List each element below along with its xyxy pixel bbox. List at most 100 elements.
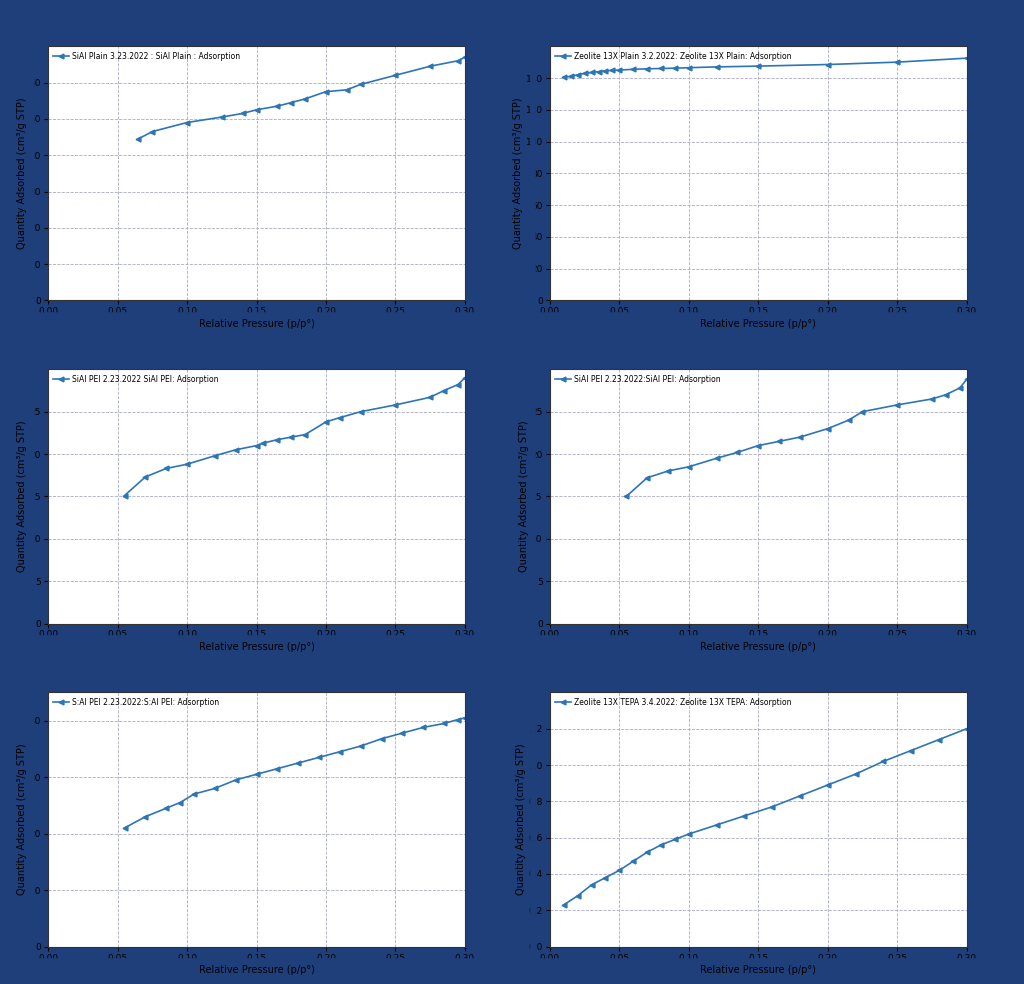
S:Al PEI 2.23.2022:S:Al PEI: Adsorption: (0.21, 34.5): Adsorption: (0.21, 34.5) — [334, 746, 346, 758]
Legend: SiAl Plain 3.23.2022 : SiAl Plain : Adsorption: SiAl Plain 3.23.2022 : SiAl Plain : Adso… — [52, 50, 242, 62]
Zeolite 13X Plain 3.2.2022: Zeolite 13X Plain: Adsorption: (0.05, 145): Zeolite 13X Plain: Adsorption: (0.05, 14… — [613, 64, 626, 76]
Zeolite 13X Plain 3.2.2022: Zeolite 13X Plain: Adsorption: (0.01, 140): Zeolite 13X Plain: Adsorption: (0.01, 14… — [558, 71, 570, 83]
SiAl PEI 2.23.2022:SiAl PEI: Adsorption: (0.25, 25.8): Adsorption: (0.25, 25.8) — [891, 399, 903, 410]
Y-axis label: Quantity Adsorbed (cm³/g STP): Quantity Adsorbed (cm³/g STP) — [513, 97, 523, 249]
SiAl Plain 3.23.2022 : SiAl Plain : Adsorption: (0.175, 54.5): SiAl Plain : Adsorption: (0.175, 54.5) — [285, 96, 297, 108]
SiAl Plain 3.23.2022 : SiAl Plain : Adsorption: (0.065, 44.5): SiAl Plain : Adsorption: (0.065, 44.5) — [132, 133, 144, 145]
SiAl PEI 2.23.2022 SiAl PEI: Adsorption: (0.225, 25): Adsorption: (0.225, 25) — [354, 405, 367, 417]
Line: Zeolite 13X TEPA 3.4.2022: Zeolite 13X TEPA: Adsorption: Zeolite 13X TEPA 3.4.2022: Zeolite 13X T… — [561, 726, 969, 907]
SiAl PEI 2.23.2022 SiAl PEI: Adsorption: (0.25, 25.8): Adsorption: (0.25, 25.8) — [389, 399, 401, 410]
Line: SiAl Plain 3.23.2022 : SiAl Plain : Adsorption: SiAl Plain 3.23.2022 : SiAl Plain : Adso… — [136, 55, 467, 142]
S:Al PEI 2.23.2022:S:Al PEI: Adsorption: (0.15, 30.5): Adsorption: (0.15, 30.5) — [250, 769, 262, 780]
S:Al PEI 2.23.2022:S:Al PEI: Adsorption: (0.135, 29.5): Adsorption: (0.135, 29.5) — [229, 774, 242, 786]
Zeolite 13X Plain 3.2.2022: Zeolite 13X Plain: Adsorption: (0.045, 145): Zeolite 13X Plain: Adsorption: (0.045, 1… — [606, 65, 618, 77]
S:Al PEI 2.23.2022:S:Al PEI: Adsorption: (0.165, 31.5): Adsorption: (0.165, 31.5) — [271, 763, 284, 774]
Y-axis label: Quantity Adsorbed (cm³/g STP): Quantity Adsorbed (cm³/g STP) — [17, 744, 27, 895]
Line: Zeolite 13X Plain 3.2.2022: Zeolite 13X Plain: Adsorption: Zeolite 13X Plain 3.2.2022: Zeolite 13X … — [561, 56, 969, 80]
SiAl PEI 2.23.2022:SiAl PEI: Adsorption: (0.1, 18.5): Adsorption: (0.1, 18.5) — [683, 461, 695, 472]
Zeolite 13X TEPA 3.4.2022: Zeolite 13X TEPA: Adsorption: (0.1, 0.62): Zeolite 13X TEPA: Adsorption: (0.1, 0.62… — [683, 829, 695, 840]
Y-axis label: Quantity Adsorbed (cm³/g STP): Quantity Adsorbed (cm³/g STP) — [519, 420, 528, 573]
SiAl Plain 3.23.2022 : SiAl Plain : Adsorption: (0.3, 67): SiAl Plain : Adsorption: (0.3, 67) — [459, 51, 471, 63]
Zeolite 13X TEPA 3.4.2022: Zeolite 13X TEPA: Adsorption: (0.01, 0.23): Zeolite 13X TEPA: Adsorption: (0.01, 0.2… — [558, 899, 570, 911]
Zeolite 13X TEPA 3.4.2022: Zeolite 13X TEPA: Adsorption: (0.07, 0.52): Zeolite 13X TEPA: Adsorption: (0.07, 0.5… — [641, 846, 653, 858]
X-axis label: Relative Pressure (p/p°): Relative Pressure (p/p°) — [199, 643, 314, 652]
Zeolite 13X TEPA 3.4.2022: Zeolite 13X TEPA: Adsorption: (0.3, 1.2): Zeolite 13X TEPA: Adsorption: (0.3, 1.2) — [961, 723, 973, 735]
SiAl Plain 3.23.2022 : SiAl Plain : Adsorption: (0.125, 50.5): SiAl Plain : Adsorption: (0.125, 50.5) — [216, 111, 228, 123]
SiAl PEI 2.23.2022:SiAl PEI: Adsorption: (0.165, 21.5): Adsorption: (0.165, 21.5) — [773, 436, 785, 448]
SiAl PEI 2.23.2022:SiAl PEI: Adsorption: (0.275, 26.5): Adsorption: (0.275, 26.5) — [926, 393, 938, 404]
SiAl PEI 2.23.2022 SiAl PEI: Adsorption: (0.275, 26.7): Adsorption: (0.275, 26.7) — [424, 392, 436, 403]
Zeolite 13X TEPA 3.4.2022: Zeolite 13X TEPA: Adsorption: (0.05, 0.42): Zeolite 13X TEPA: Adsorption: (0.05, 0.4… — [613, 864, 626, 876]
SiAl Plain 3.23.2022 : SiAl Plain : Adsorption: (0.185, 55.5): SiAl Plain : Adsorption: (0.185, 55.5) — [299, 93, 311, 105]
SiAl Plain 3.23.2022 : SiAl Plain : Adsorption: (0.225, 59.5): SiAl Plain : Adsorption: (0.225, 59.5) — [354, 79, 367, 91]
Zeolite 13X Plain 3.2.2022: Zeolite 13X Plain: Adsorption: (0.025, 143): Zeolite 13X Plain: Adsorption: (0.025, 1… — [579, 67, 591, 79]
SiAl PEI 2.23.2022 SiAl PEI: Adsorption: (0.175, 22): Adsorption: (0.175, 22) — [285, 431, 297, 443]
X-axis label: Relative Pressure (p/p°): Relative Pressure (p/p°) — [199, 319, 314, 330]
SiAl Plain 3.23.2022 : SiAl Plain : Adsorption: (0.075, 46.5): SiAl Plain : Adsorption: (0.075, 46.5) — [146, 126, 159, 138]
Zeolite 13X Plain 3.2.2022: Zeolite 13X Plain: Adsorption: (0.06, 146): Zeolite 13X Plain: Adsorption: (0.06, 14… — [627, 63, 639, 75]
SiAl PEI 2.23.2022 SiAl PEI: Adsorption: (0.1, 18.8): Adsorption: (0.1, 18.8) — [181, 459, 194, 470]
Zeolite 13X TEPA 3.4.2022: Zeolite 13X TEPA: Adsorption: (0.04, 0.38): Zeolite 13X TEPA: Adsorption: (0.04, 0.3… — [599, 872, 611, 884]
SiAl PEI 2.23.2022:SiAl PEI: Adsorption: (0.3, 28.8): Adsorption: (0.3, 28.8) — [961, 374, 973, 386]
Zeolite 13X TEPA 3.4.2022: Zeolite 13X TEPA: Adsorption: (0.24, 1.02): Zeolite 13X TEPA: Adsorption: (0.24, 1.0… — [878, 756, 890, 768]
Y-axis label: Quantity Adsorbed (cm³/g STP): Quantity Adsorbed (cm³/g STP) — [17, 420, 27, 573]
S:Al PEI 2.23.2022:S:Al PEI: Adsorption: (0.195, 33.5): Adsorption: (0.195, 33.5) — [313, 752, 326, 764]
SiAl PEI 2.23.2022:SiAl PEI: Adsorption: (0.295, 27.8): Adsorption: (0.295, 27.8) — [953, 382, 966, 394]
Zeolite 13X Plain 3.2.2022: Zeolite 13X Plain: Adsorption: (0.09, 146): Zeolite 13X Plain: Adsorption: (0.09, 14… — [669, 62, 681, 74]
SiAl PEI 2.23.2022 SiAl PEI: Adsorption: (0.07, 17.3): Adsorption: (0.07, 17.3) — [139, 471, 152, 483]
Line: SiAl PEI 2.23.2022 SiAl PEI: Adsorption: SiAl PEI 2.23.2022 SiAl PEI: Adsorption — [122, 375, 467, 498]
SiAl PEI 2.23.2022 SiAl PEI: Adsorption: (0.12, 19.8): Adsorption: (0.12, 19.8) — [209, 450, 221, 461]
Zeolite 13X TEPA 3.4.2022: Zeolite 13X TEPA: Adsorption: (0.12, 0.67): Zeolite 13X TEPA: Adsorption: (0.12, 0.6… — [711, 819, 723, 830]
Zeolite 13X Plain 3.2.2022: Zeolite 13X Plain: Adsorption: (0.08, 146): Zeolite 13X Plain: Adsorption: (0.08, 14… — [655, 63, 668, 75]
Zeolite 13X TEPA 3.4.2022: Zeolite 13X TEPA: Adsorption: (0.18, 0.83): Zeolite 13X TEPA: Adsorption: (0.18, 0.8… — [794, 790, 806, 802]
Zeolite 13X Plain 3.2.2022: Zeolite 13X Plain: Adsorption: (0.15, 148): Zeolite 13X Plain: Adsorption: (0.15, 14… — [752, 60, 764, 72]
SiAl PEI 2.23.2022 SiAl PEI: Adsorption: (0.21, 24.3): Adsorption: (0.21, 24.3) — [334, 411, 346, 423]
S:Al PEI 2.23.2022:S:Al PEI: Adsorption: (0.255, 37.8): Adsorption: (0.255, 37.8) — [396, 727, 409, 739]
Zeolite 13X Plain 3.2.2022: Zeolite 13X Plain: Adsorption: (0.07, 146): Zeolite 13X Plain: Adsorption: (0.07, 14… — [641, 63, 653, 75]
Zeolite 13X Plain 3.2.2022: Zeolite 13X Plain: Adsorption: (0.1, 146): Zeolite 13X Plain: Adsorption: (0.1, 146… — [683, 62, 695, 74]
Zeolite 13X TEPA 3.4.2022: Zeolite 13X TEPA: Adsorption: (0.28, 1.14): Zeolite 13X TEPA: Adsorption: (0.28, 1.1… — [933, 734, 945, 746]
SiAl PEI 2.23.2022:SiAl PEI: Adsorption: (0.18, 22): Adsorption: (0.18, 22) — [794, 431, 806, 443]
Line: S:Al PEI 2.23.2022:S:Al PEI: Adsorption: S:Al PEI 2.23.2022:S:Al PEI: Adsorption — [122, 715, 467, 830]
SiAl PEI 2.23.2022 SiAl PEI: Adsorption: (0.165, 21.7): Adsorption: (0.165, 21.7) — [271, 434, 284, 446]
Zeolite 13X Plain 3.2.2022: Zeolite 13X Plain: Adsorption: (0.02, 142): Zeolite 13X Plain: Adsorption: (0.02, 14… — [571, 69, 584, 81]
SiAl Plain 3.23.2022 : SiAl Plain : Adsorption: (0.14, 51.5): SiAl Plain : Adsorption: (0.14, 51.5) — [237, 107, 249, 119]
Zeolite 13X TEPA 3.4.2022: Zeolite 13X TEPA: Adsorption: (0.16, 0.77): Zeolite 13X TEPA: Adsorption: (0.16, 0.7… — [766, 801, 778, 813]
X-axis label: Relative Pressure (p/p°): Relative Pressure (p/p°) — [700, 319, 816, 330]
S:Al PEI 2.23.2022:S:Al PEI: Adsorption: (0.055, 21): Adsorption: (0.055, 21) — [119, 822, 131, 833]
Zeolite 13X Plain 3.2.2022: Zeolite 13X Plain: Adsorption: (0.04, 144): Zeolite 13X Plain: Adsorption: (0.04, 14… — [599, 65, 611, 77]
Zeolite 13X TEPA 3.4.2022: Zeolite 13X TEPA: Adsorption: (0.02, 0.28): Zeolite 13X TEPA: Adsorption: (0.02, 0.2… — [571, 890, 584, 901]
X-axis label: Relative Pressure (p/p°): Relative Pressure (p/p°) — [199, 965, 314, 975]
SiAl PEI 2.23.2022 SiAl PEI: Adsorption: (0.185, 22.3): Adsorption: (0.185, 22.3) — [299, 429, 311, 441]
S:Al PEI 2.23.2022:S:Al PEI: Adsorption: (0.285, 39.5): Adsorption: (0.285, 39.5) — [438, 717, 451, 729]
Legend: SiAl PEI 2.23.2022 SiAl PEI: Adsorption: SiAl PEI 2.23.2022 SiAl PEI: Adsorption — [52, 373, 220, 385]
SiAl PEI 2.23.2022 SiAl PEI: Adsorption: (0.295, 28.2): Adsorption: (0.295, 28.2) — [452, 379, 464, 391]
SiAl Plain 3.23.2022 : SiAl Plain : Adsorption: (0.165, 53.5): SiAl Plain : Adsorption: (0.165, 53.5) — [271, 100, 284, 112]
SiAl Plain 3.23.2022 : SiAl Plain : Adsorption: (0.25, 62): SiAl Plain : Adsorption: (0.25, 62) — [389, 70, 401, 82]
S:Al PEI 2.23.2022:S:Al PEI: Adsorption: (0.07, 23): Adsorption: (0.07, 23) — [139, 811, 152, 823]
Zeolite 13X Plain 3.2.2022: Zeolite 13X Plain: Adsorption: (0.25, 150): Zeolite 13X Plain: Adsorption: (0.25, 15… — [891, 56, 903, 68]
SiAl PEI 2.23.2022 SiAl PEI: Adsorption: (0.2, 23.8): Adsorption: (0.2, 23.8) — [319, 416, 332, 428]
SiAl PEI 2.23.2022:SiAl PEI: Adsorption: (0.2, 23): Adsorption: (0.2, 23) — [821, 423, 834, 435]
S:Al PEI 2.23.2022:S:Al PEI: Adsorption: (0.225, 35.5): Adsorption: (0.225, 35.5) — [354, 740, 367, 752]
S:Al PEI 2.23.2022:S:Al PEI: Adsorption: (0.085, 24.5): Adsorption: (0.085, 24.5) — [160, 802, 172, 814]
SiAl PEI 2.23.2022 SiAl PEI: Adsorption: (0.085, 18.3): Adsorption: (0.085, 18.3) — [160, 462, 172, 474]
Zeolite 13X TEPA 3.4.2022: Zeolite 13X TEPA: Adsorption: (0.2, 0.89): Zeolite 13X TEPA: Adsorption: (0.2, 0.89… — [821, 779, 834, 791]
SiAl Plain 3.23.2022 : SiAl Plain : Adsorption: (0.275, 64.5): SiAl Plain : Adsorption: (0.275, 64.5) — [424, 60, 436, 72]
SiAl PEI 2.23.2022 SiAl PEI: Adsorption: (0.285, 27.5): Adsorption: (0.285, 27.5) — [438, 385, 451, 397]
Zeolite 13X Plain 3.2.2022: Zeolite 13X Plain: Adsorption: (0.3, 152): Zeolite 13X Plain: Adsorption: (0.3, 152… — [961, 52, 973, 64]
Legend: SiAl PEI 2.23.2022:SiAl PEI: Adsorption: SiAl PEI 2.23.2022:SiAl PEI: Adsorption — [554, 373, 722, 385]
Zeolite 13X TEPA 3.4.2022: Zeolite 13X TEPA: Adsorption: (0.26, 1.08): Zeolite 13X TEPA: Adsorption: (0.26, 1.0… — [905, 745, 918, 757]
SiAl Plain 3.23.2022 : SiAl Plain : Adsorption: (0.215, 58): SiAl Plain : Adsorption: (0.215, 58) — [341, 84, 353, 95]
SiAl PEI 2.23.2022:SiAl PEI: Adsorption: (0.135, 20.2): Adsorption: (0.135, 20.2) — [731, 447, 743, 459]
Zeolite 13X TEPA 3.4.2022: Zeolite 13X TEPA: Adsorption: (0.03, 0.34): Zeolite 13X TEPA: Adsorption: (0.03, 0.3… — [586, 879, 598, 891]
X-axis label: Relative Pressure (p/p°): Relative Pressure (p/p°) — [700, 965, 816, 975]
SiAl PEI 2.23.2022:SiAl PEI: Adsorption: (0.085, 18): Adsorption: (0.085, 18) — [662, 465, 674, 477]
Zeolite 13X TEPA 3.4.2022: Zeolite 13X TEPA: Adsorption: (0.08, 0.56): Zeolite 13X TEPA: Adsorption: (0.08, 0.5… — [655, 839, 668, 851]
SiAl PEI 2.23.2022 SiAl PEI: Adsorption: (0.155, 21.3): Adsorption: (0.155, 21.3) — [257, 437, 269, 449]
Zeolite 13X TEPA 3.4.2022: Zeolite 13X TEPA: Adsorption: (0.14, 0.72): Zeolite 13X TEPA: Adsorption: (0.14, 0.7… — [738, 810, 751, 822]
SiAl Plain 3.23.2022 : SiAl Plain : Adsorption: (0.1, 49): SiAl Plain : Adsorption: (0.1, 49) — [181, 116, 194, 128]
Zeolite 13X TEPA 3.4.2022: Zeolite 13X TEPA: Adsorption: (0.06, 0.47): Zeolite 13X TEPA: Adsorption: (0.06, 0.4… — [627, 855, 639, 867]
Legend: Zeolite 13X Plain 3.2.2022: Zeolite 13X Plain: Adsorption: Zeolite 13X Plain 3.2.2022: Zeolite 13X … — [554, 50, 793, 62]
SiAl PEI 2.23.2022 SiAl PEI: Adsorption: (0.15, 21): Adsorption: (0.15, 21) — [250, 440, 262, 452]
